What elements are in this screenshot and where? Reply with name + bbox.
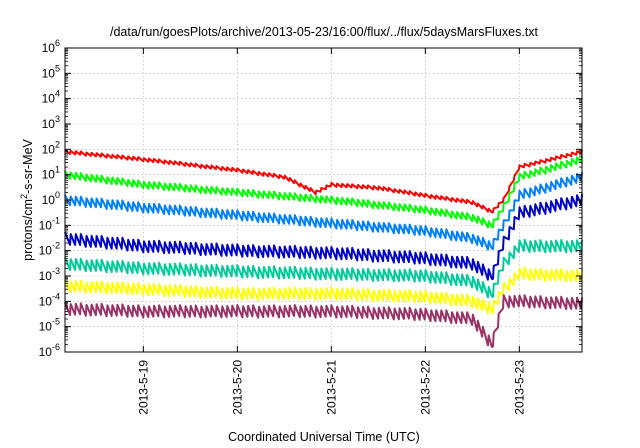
y-axis-label: protons/cm2-s-sr-MeV: [19, 138, 35, 260]
y-tick-exp: 5: [55, 63, 60, 73]
y-tick-base: 10: [39, 218, 53, 232]
y-tick-exp: -1: [52, 215, 60, 225]
y-tick-label: 102: [42, 139, 60, 156]
y-tick-label: 104: [42, 89, 60, 106]
y-axis: 10-610-510-410-310-210-11001011021031041…: [39, 38, 582, 359]
x-tick-label: 2013-5-23: [512, 360, 526, 415]
y-tick-base: 10: [42, 193, 56, 207]
y-tick-label: 10-4: [39, 291, 60, 308]
series-line: [64, 172, 583, 251]
y-tick-label: 100: [42, 190, 60, 207]
y-tick-label: 10-6: [39, 342, 60, 359]
y-tick-base: 10: [42, 142, 56, 156]
y-tick-exp: 2: [55, 139, 60, 149]
y-tick-base: 10: [42, 168, 56, 182]
x-tick-label: 2013-5-21: [324, 360, 338, 415]
y-tick-base: 10: [39, 294, 53, 308]
y-tick-base: 10: [42, 92, 56, 106]
y-tick-label: 10-2: [39, 241, 60, 258]
y-tick-exp: 4: [55, 89, 60, 99]
y-tick-exp: 0: [55, 190, 60, 200]
y-tick-exp: -2: [52, 241, 60, 251]
x-tick-label: 2013-5-22: [418, 360, 432, 415]
y-tick-base: 10: [39, 320, 53, 334]
x-axis: 2013-5-19 2013-5-20 2013-5-21 2013-5-22 2013…: [136, 48, 526, 415]
series-line: [64, 193, 583, 281]
y-tick-label: 106: [42, 38, 60, 55]
y-tick-exp: -5: [52, 317, 60, 327]
series-line: [64, 155, 583, 229]
y-tick-label: 105: [42, 63, 60, 80]
y-axis-label-sup: 2: [19, 194, 29, 199]
y-axis-label-base: protons/cm: [21, 199, 35, 261]
y-tick-label: 101: [42, 165, 60, 182]
x-tick-label: 2013-5-20: [230, 360, 244, 415]
x-axis-label: Coordinated Universal Time (UTC): [228, 430, 420, 444]
y-tick-label: 103: [42, 114, 60, 131]
y-tick-base: 10: [39, 269, 53, 283]
y-tick-exp: 6: [55, 38, 60, 48]
y-tick-base: 10: [39, 244, 53, 258]
y-axis-label-rest: -s-sr-MeV: [21, 138, 35, 194]
series-line: [64, 149, 583, 214]
series-line: [64, 294, 583, 349]
y-tick-base: 10: [42, 117, 56, 131]
y-tick-exp: -3: [52, 266, 60, 276]
y-tick-base: 10: [42, 66, 56, 80]
y-tick-exp: 1: [55, 165, 60, 175]
series-line: [64, 266, 583, 315]
y-tick-label: 10-1: [39, 215, 60, 232]
y-tick-exp: 3: [55, 114, 60, 124]
series-line: [64, 238, 583, 299]
y-tick-base: 10: [39, 345, 53, 359]
y-tick-label: 10-5: [39, 317, 60, 334]
chart-title: /data/run/goesPlots/archive/2013-05-23/1…: [110, 25, 539, 39]
y-tick-exp: -6: [52, 342, 60, 352]
x-tick-label: 2013-5-19: [136, 360, 150, 415]
y-tick-exp: -4: [52, 291, 60, 301]
series-group: [64, 149, 583, 349]
y-tick-label: 10-3: [39, 266, 60, 283]
y-tick-base: 10: [42, 41, 56, 55]
